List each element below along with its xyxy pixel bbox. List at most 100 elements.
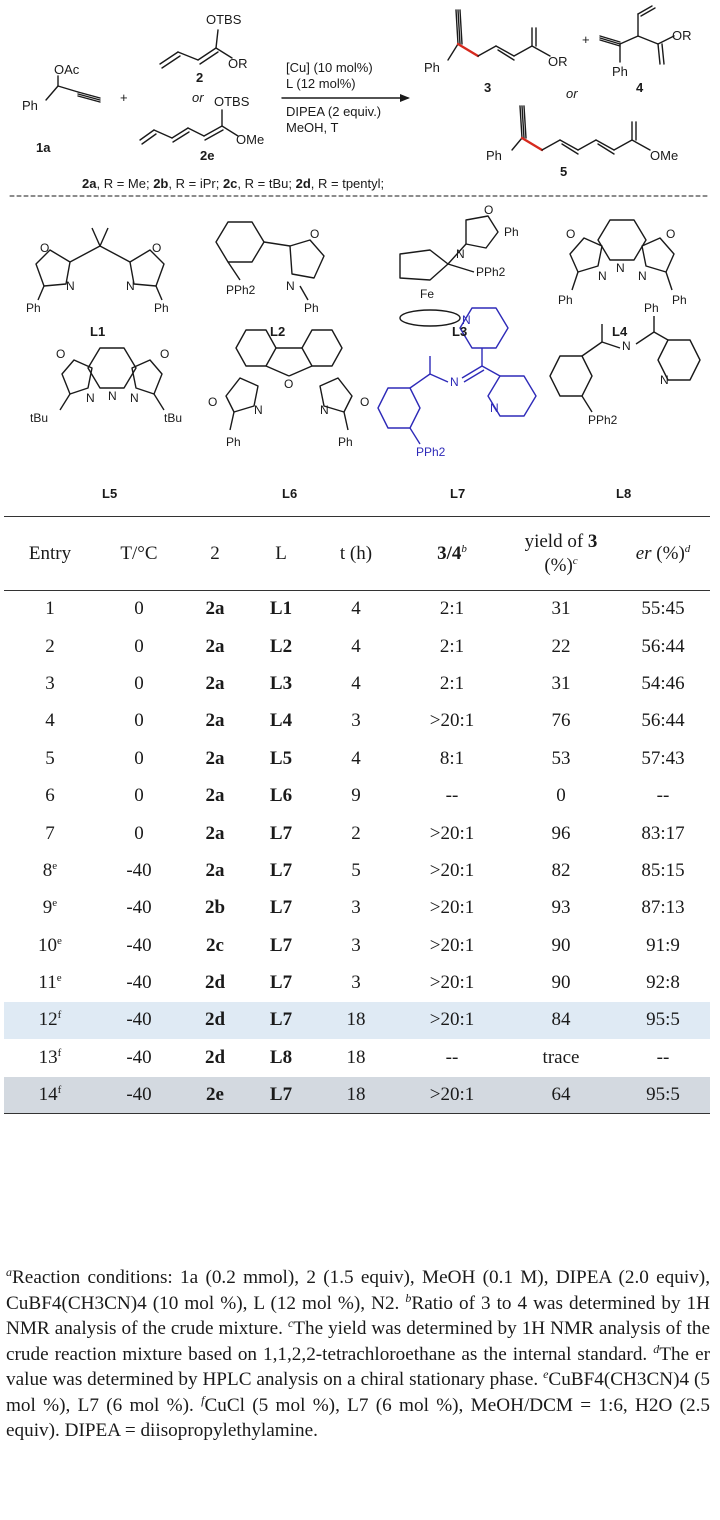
entry-note: e xyxy=(57,934,62,947)
er-cell-value: 56:44 xyxy=(641,710,685,732)
ratio-cell-value: -- xyxy=(445,1046,459,1068)
er-cell: 55:45 xyxy=(616,591,710,628)
entry-cell: 1 xyxy=(4,591,96,628)
ligand-label-l7: L7 xyxy=(450,486,465,501)
l5-tbu-right: tBu xyxy=(164,411,182,425)
ligand-label-l8: L8 xyxy=(616,486,631,501)
reagent-cell-value: 2a xyxy=(205,822,225,844)
er-cell-value: 56:44 xyxy=(641,635,685,657)
er-cell: 56:44 xyxy=(616,628,710,665)
entry-cell: 4 xyxy=(4,703,96,740)
time-cell-value: 4 xyxy=(351,635,361,657)
ligand-l2-structure xyxy=(215,221,325,301)
table-footnotes: aReaction conditions: 1a (0.2 mmol), 2 (… xyxy=(6,1265,710,1444)
time-cell: 2 xyxy=(314,815,398,852)
ligand-cell-value: L7 xyxy=(269,1009,293,1031)
product-4-or: OR xyxy=(672,28,692,43)
yield-cell-value: 53 xyxy=(551,747,571,769)
reagent-cell-value: 2a xyxy=(205,747,225,769)
entry-cell-value: 13 xyxy=(38,1046,58,1068)
er-cell: 92:8 xyxy=(616,964,710,1001)
yield-cell-value: trace xyxy=(542,1046,580,1068)
entry-cell: 5 xyxy=(4,740,96,777)
reactant-2-structure xyxy=(159,29,233,69)
temp-cell-value: 0 xyxy=(134,747,144,769)
ligand-label-l1: L1 xyxy=(90,324,105,339)
ligand-l5-structure xyxy=(59,347,165,411)
yield-cell-value: 0 xyxy=(556,785,566,807)
l2-ph: Ph xyxy=(304,301,319,315)
ratio-cell-value: >20:1 xyxy=(429,710,475,732)
ligand-cell-value: L8 xyxy=(269,1046,293,1068)
product-plus-sign: + xyxy=(582,32,590,47)
reagent-cell: 2d xyxy=(182,1001,248,1040)
ratio-cell: >20:1 xyxy=(398,852,506,889)
er-cell: 91:9 xyxy=(616,927,710,964)
ligand-cell: L7 xyxy=(248,1001,314,1040)
entry-cell: 8e xyxy=(4,852,96,889)
table-row: 9e -40 2b L7 3 >20:1 93 87:13 xyxy=(4,890,710,927)
yield-cell-value: 22 xyxy=(551,635,571,657)
temp-cell-value: 0 xyxy=(134,710,144,732)
ratio-cell: >20:1 xyxy=(398,703,506,740)
ratio-cell: 2:1 xyxy=(398,628,506,665)
l3-o: O xyxy=(484,203,493,217)
l1-ph-right: Ph xyxy=(154,301,169,315)
er-cell: 56:44 xyxy=(616,703,710,740)
ligand-cell-value: L1 xyxy=(269,598,293,620)
l5-o-right: O xyxy=(160,347,169,361)
l7-n-pyridine-top: N xyxy=(462,313,471,327)
l1-n-left: N xyxy=(66,279,75,293)
yield-cell: 0 xyxy=(506,777,616,814)
er-cell-value: 95:5 xyxy=(646,1009,680,1031)
entry-cell: 13f xyxy=(4,1039,96,1076)
reagent-cell: 2b xyxy=(182,890,248,927)
substituent-legend: 2a, R = Me; 2b, R = iPr; 2c, R = tBu; 2d… xyxy=(82,176,384,191)
yield-cell-value: 82 xyxy=(551,859,571,881)
reactant-1a-group: OAc xyxy=(54,62,80,77)
ligand-label-l2: L2 xyxy=(270,324,285,339)
reagent-cell: 2a xyxy=(182,777,248,814)
er-cell-value: -- xyxy=(656,785,670,807)
ligand-cell: L4 xyxy=(248,703,314,740)
time-cell-value: 18 xyxy=(346,1084,366,1106)
ligand-cell-value: L7 xyxy=(269,822,293,844)
time-cell-value: 2 xyxy=(351,822,361,844)
temp-cell: -40 xyxy=(96,890,182,927)
er-cell: 85:15 xyxy=(616,852,710,889)
temp-cell: -40 xyxy=(96,1039,182,1076)
table-row: 10e -40 2c L7 3 >20:1 90 91:9 xyxy=(4,927,710,964)
entry-cell: 6 xyxy=(4,777,96,814)
ratio-cell: -- xyxy=(398,1039,506,1076)
l3-pph2: PPh2 xyxy=(476,265,506,279)
temp-cell: -40 xyxy=(96,1001,182,1040)
reagent-cell: 2a xyxy=(182,740,248,777)
temp-cell-value: -40 xyxy=(126,1084,152,1106)
ligand-cell-value: L7 xyxy=(269,897,293,919)
l4-n-pyridine: N xyxy=(616,261,625,275)
footnote-a: aReaction conditions: 1a (0.2 mmol), 2 (… xyxy=(6,1265,711,1441)
entry-cell: 10e xyxy=(4,927,96,964)
l2-n: N xyxy=(286,279,295,293)
ligand-cell: L7 xyxy=(248,852,314,889)
header-entry: Entry xyxy=(4,516,96,591)
reagent-cell: 2c xyxy=(182,927,248,964)
ligand-cell: L7 xyxy=(248,964,314,1001)
reactant-1a-structure xyxy=(45,75,101,103)
temp-cell-value: -40 xyxy=(126,934,152,956)
er-cell: -- xyxy=(616,1039,710,1076)
l4-n-right: N xyxy=(638,269,647,283)
product-3-label: 3 xyxy=(484,80,491,95)
l6-o-left: O xyxy=(208,395,217,409)
ligand-l8-structure xyxy=(549,316,701,413)
er-cell: -- xyxy=(616,777,710,814)
ligand-cell: L7 xyxy=(248,1076,314,1115)
ratio-cell: 2:1 xyxy=(398,591,506,628)
er-cell: 57:43 xyxy=(616,740,710,777)
l6-n-left: N xyxy=(254,403,263,417)
temp-cell: 0 xyxy=(96,628,182,665)
l5-n-right: N xyxy=(130,391,139,405)
ligand-cell: L1 xyxy=(248,591,314,628)
ligand-cell: L2 xyxy=(248,628,314,665)
l8-pph2: PPh2 xyxy=(588,413,618,427)
